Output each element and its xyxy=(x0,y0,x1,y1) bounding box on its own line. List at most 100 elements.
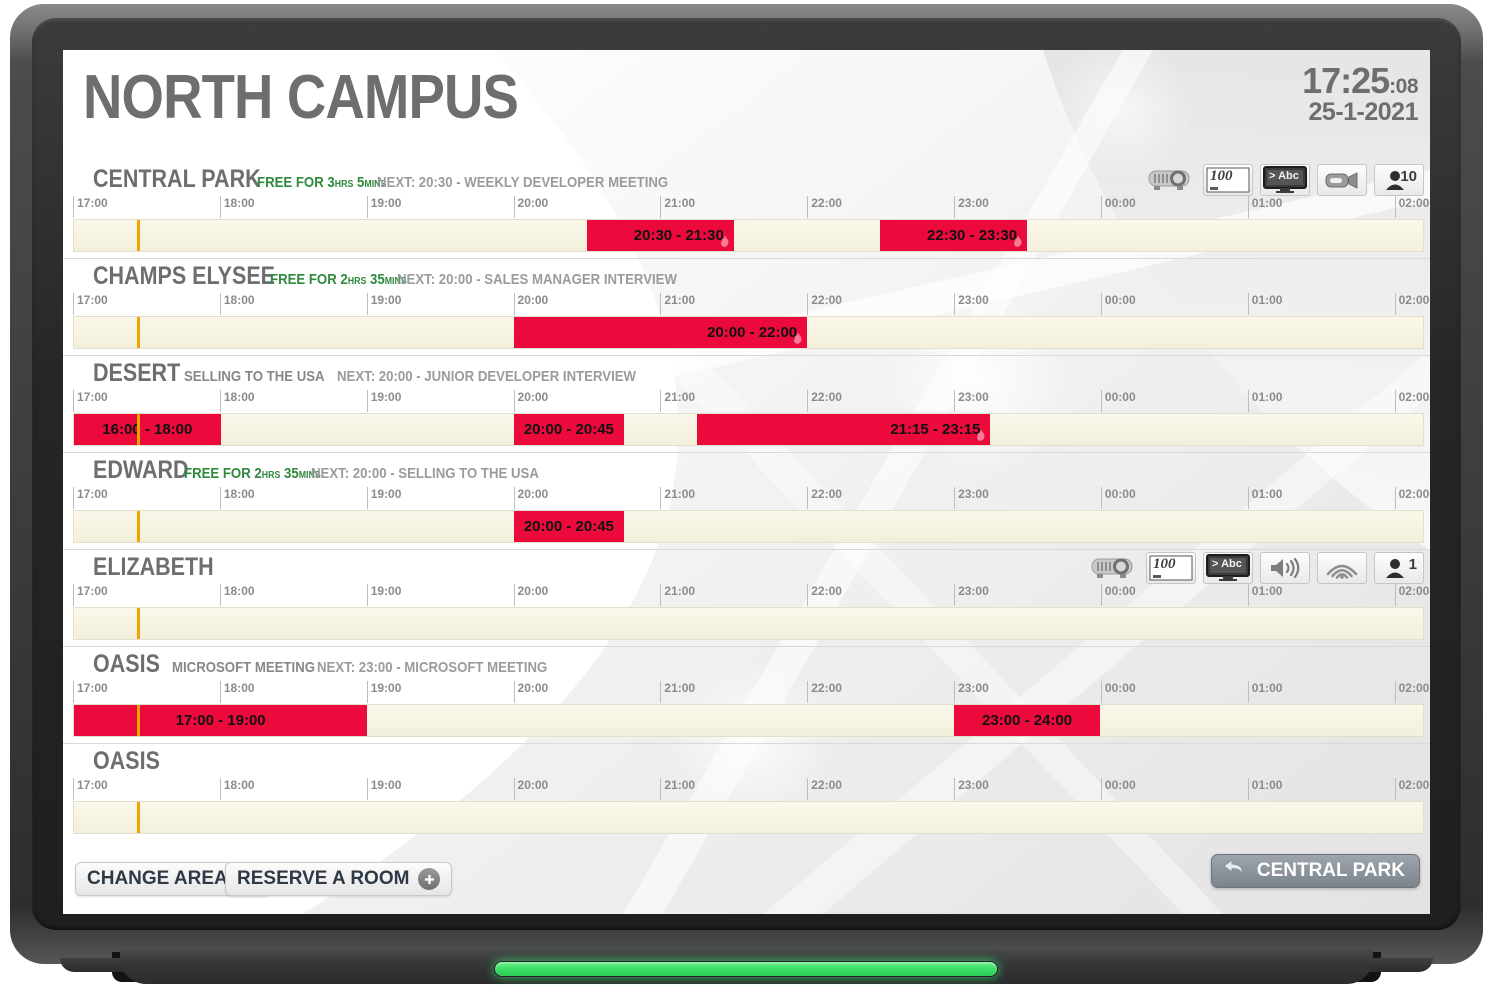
time-axis: 17:00 18:00 19:00 20:00 21:00 22:00 23:00 00:00… xyxy=(73,681,1429,703)
status-hours-unit: HRS xyxy=(347,276,366,287)
axis-tick: 23:00 xyxy=(954,390,989,412)
booking-block[interactable]: 20:30 - 21:30 xyxy=(587,220,734,251)
reserve-room-button[interactable]: RESERVE A ROOM xyxy=(225,862,453,896)
projector-icon xyxy=(1144,164,1196,196)
booking-label: 23:00 - 24:00 xyxy=(982,712,1073,729)
room-current-meeting: MICROSOFT MEETING xyxy=(172,659,315,676)
axis-tick: 22:00 xyxy=(807,390,842,412)
axis-tick: 00:00 xyxy=(1100,681,1136,703)
current-time-marker xyxy=(137,511,141,542)
booking-flame-icon xyxy=(792,332,804,346)
axis-tick: 00:00 xyxy=(1100,584,1136,606)
axis-tick: 18:00 xyxy=(219,390,255,412)
room-name: OASIS xyxy=(93,747,160,775)
room-row[interactable]: ELIZABETH 100 > Abc 1 17:00 18:00 19:00 20:00 21… xyxy=(63,550,1430,647)
room-timeline-track[interactable]: 20:00 - 20:45 xyxy=(73,510,1424,543)
axis-tick: 17:00 xyxy=(73,196,108,218)
room-amenities: 100 > Abc 10 xyxy=(1144,164,1424,196)
projector-icon xyxy=(1087,552,1139,584)
room-row[interactable]: EDWARD FREE FOR 2HRS 35MINS NEXT: 20:00 - … xyxy=(63,453,1430,550)
reserve-room-label: RESERVE A ROOM xyxy=(237,868,410,889)
room-timeline-track[interactable]: 17:00 - 19:00 23:00 - 24:00 xyxy=(73,704,1424,737)
room-timeline-track[interactable]: 16:00 - 18:00 20:00 - 20:45 21:15 - 23:15 xyxy=(73,413,1424,446)
time-axis: 17:00 18:00 19:00 20:00 21:00 22:00 23:00 00:00… xyxy=(73,196,1429,218)
axis-tick: 20:00 xyxy=(513,196,548,218)
axis-tick: 00:00 xyxy=(1100,196,1136,218)
room-availability-status: FREE FOR 2HRS 35MINS xyxy=(270,271,407,288)
clock-time: 17:25 xyxy=(1302,60,1390,101)
room-next-meeting: NEXT: 20:00 - JUNIOR DEVELOPER INTERVIEW xyxy=(337,368,637,385)
room-next-meeting: NEXT: 20:00 - SELLING TO THE USA xyxy=(311,465,540,482)
room-name: OASIS xyxy=(93,650,160,678)
capacity-icon: 10 xyxy=(1374,164,1424,196)
page-title: NORTH CAMPUS xyxy=(83,63,519,132)
axis-tick: 21:00 xyxy=(660,681,695,703)
room-name: CENTRAL PARK xyxy=(93,165,261,193)
axis-tick: 19:00 xyxy=(366,196,401,218)
plus-icon xyxy=(418,868,441,890)
room-timeline-track[interactable] xyxy=(73,801,1424,834)
room-timeline-track[interactable] xyxy=(73,607,1424,640)
booking-block[interactable]: 22:30 - 23:30 xyxy=(880,220,1028,251)
axis-tick: 02:00 xyxy=(1394,681,1429,703)
booking-flame-icon xyxy=(1012,235,1024,249)
axis-tick: 23:00 xyxy=(954,196,989,218)
room-row[interactable]: OASIS 17:00 18:00 19:00 20:00 21:00 22:00 23:00… xyxy=(63,744,1430,841)
axis-tick: 19:00 xyxy=(366,584,401,606)
clock-date: 25-1-2021 xyxy=(1308,98,1419,126)
booking-block[interactable]: 20:00 - 20:45 xyxy=(513,414,624,445)
axis-tick: 18:00 xyxy=(219,487,255,509)
room-availability-status: FREE FOR 2HRS 35MINS xyxy=(184,465,321,482)
axis-tick: 19:00 xyxy=(366,390,401,412)
time-axis: 17:00 18:00 19:00 20:00 21:00 22:00 23:00 00:00… xyxy=(73,390,1429,412)
axis-tick: 17:00 xyxy=(73,681,108,703)
time-axis: 17:00 18:00 19:00 20:00 21:00 22:00 23:00 00:00… xyxy=(73,584,1429,606)
axis-tick: 00:00 xyxy=(1100,390,1136,412)
room-row[interactable]: CHAMPS ELYSEE FREE FOR 2HRS 35MINS NEXT: 2… xyxy=(63,259,1430,356)
booking-block[interactable]: 21:15 - 23:15 xyxy=(697,414,991,445)
axis-tick: 17:00 xyxy=(73,584,108,606)
status-hours-unit: HRS xyxy=(335,179,354,190)
axis-tick: 02:00 xyxy=(1394,778,1429,800)
axis-tick: 21:00 xyxy=(660,196,695,218)
room-row[interactable]: OASIS MICROSOFT MEETING NEXT: 23:00 - MICR… xyxy=(63,647,1430,744)
back-button-label: CENTRAL PARK xyxy=(1256,860,1405,881)
booking-block[interactable]: 16:00 - 18:00 xyxy=(74,414,221,445)
back-to-central-park-button[interactable]: CENTRAL PARK xyxy=(1210,854,1420,888)
axis-tick: 21:00 xyxy=(660,390,695,412)
axis-tick: 21:00 xyxy=(660,778,695,800)
axis-tick: 01:00 xyxy=(1247,487,1282,509)
axis-tick: 21:00 xyxy=(660,293,695,315)
room-timeline-track[interactable]: 20:00 - 22:00 xyxy=(73,316,1424,349)
axis-tick: 01:00 xyxy=(1247,681,1282,703)
room-row[interactable]: DESERT SELLING TO THE USA NEXT: 20:00 - JU… xyxy=(63,356,1430,453)
axis-tick: 23:00 xyxy=(954,293,989,315)
axis-tick: 22:00 xyxy=(807,584,842,606)
axis-tick: 00:00 xyxy=(1100,778,1136,800)
axis-tick: 21:00 xyxy=(660,487,695,509)
room-row[interactable]: CENTRAL PARK FREE FOR 3HRS 5MINS NEXT: 20:… xyxy=(63,162,1430,259)
booking-block[interactable]: 20:00 - 22:00 xyxy=(513,317,808,348)
booking-block[interactable]: 17:00 - 19:00 xyxy=(74,705,368,736)
room-next-meeting: NEXT: 23:00 - MICROSOFT MEETING xyxy=(317,659,548,676)
status-hours-unit: HRS xyxy=(261,470,281,481)
axis-tick: 01:00 xyxy=(1247,390,1282,412)
booking-block[interactable]: 23:00 - 24:00 xyxy=(953,705,1101,736)
axis-tick: 21:00 xyxy=(660,584,695,606)
axis-tick: 02:00 xyxy=(1394,196,1429,218)
current-time-marker xyxy=(137,414,141,445)
room-next-meeting: NEXT: 20:30 - WEEKLY DEVELOPER MEETING xyxy=(377,174,669,191)
booking-block[interactable]: 20:00 - 20:45 xyxy=(513,511,624,542)
axis-tick: 19:00 xyxy=(366,778,401,800)
axis-tick: 00:00 xyxy=(1100,487,1136,509)
status-minutes-unit: MINS xyxy=(364,179,387,190)
room-header: EDWARD FREE FOR 2HRS 35MINS NEXT: 20:00 - … xyxy=(63,453,1430,487)
booking-label: 16:00 - 18:00 xyxy=(102,421,193,438)
axis-tick: 17:00 xyxy=(73,390,108,412)
footer: CHANGE AREA RESERVE A ROOM CENTRAL PARK xyxy=(63,848,1430,914)
axis-tick: 23:00 xyxy=(954,584,989,606)
room-timeline-track[interactable]: 20:30 - 21:30 22:30 - 23:30 xyxy=(73,219,1424,252)
axis-tick: 01:00 xyxy=(1247,584,1282,606)
axis-tick: 19:00 xyxy=(366,293,401,315)
